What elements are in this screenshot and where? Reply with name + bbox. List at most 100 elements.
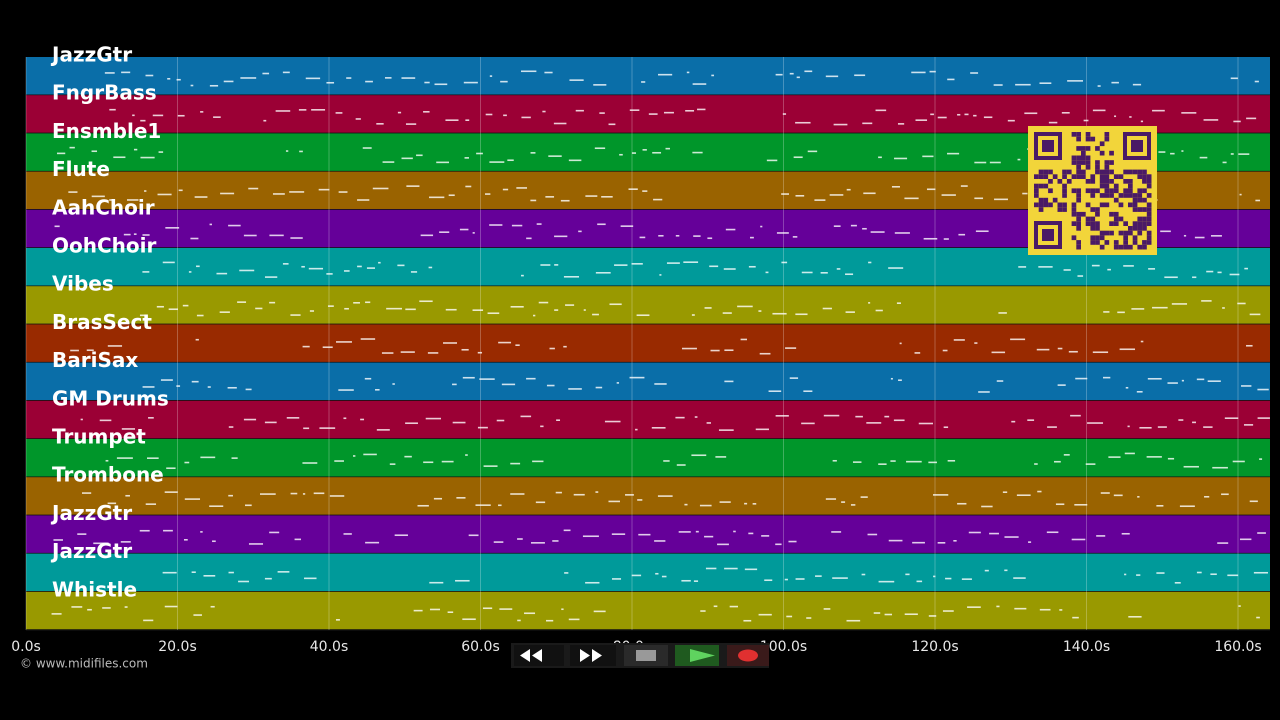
note <box>893 419 905 422</box>
note <box>681 347 697 350</box>
qr-module <box>1123 240 1128 245</box>
note <box>984 569 989 572</box>
qr-module <box>1137 169 1143 175</box>
track-lane <box>26 57 1270 96</box>
note <box>898 379 902 382</box>
qr-module <box>1109 150 1114 156</box>
note <box>758 613 772 616</box>
qr-module <box>1142 188 1147 194</box>
note <box>148 417 154 419</box>
note <box>107 502 117 505</box>
note <box>164 605 178 608</box>
note <box>157 193 172 196</box>
note <box>831 531 842 533</box>
qr-module <box>1104 183 1110 189</box>
qr-module <box>1076 197 1081 203</box>
qr-module <box>1062 207 1067 212</box>
track-lane <box>26 324 1270 363</box>
note <box>585 195 598 197</box>
qr-module <box>1071 155 1077 161</box>
note <box>425 417 441 420</box>
note <box>196 314 204 317</box>
note <box>113 156 126 159</box>
note <box>364 377 372 380</box>
note <box>184 498 201 500</box>
note <box>382 161 395 163</box>
note <box>313 492 325 495</box>
qr-module <box>1090 136 1096 142</box>
note <box>521 274 524 277</box>
note <box>686 71 690 74</box>
record-button[interactable] <box>727 645 769 666</box>
note <box>68 191 78 193</box>
note <box>1092 109 1106 112</box>
note <box>1136 574 1141 576</box>
note <box>238 580 250 583</box>
note <box>1107 268 1111 271</box>
note <box>338 191 348 193</box>
note <box>510 493 525 495</box>
qr-module <box>1076 188 1081 194</box>
note <box>1111 81 1119 84</box>
qr-module <box>1137 216 1143 222</box>
note <box>156 305 164 308</box>
note <box>405 308 416 311</box>
forward-button[interactable] <box>570 645 616 666</box>
note <box>846 188 851 191</box>
note <box>105 459 109 462</box>
rewind-button[interactable] <box>514 645 564 666</box>
qr-module <box>1128 202 1133 208</box>
qr-module <box>1076 132 1081 137</box>
note <box>139 529 150 532</box>
note <box>168 308 178 311</box>
note <box>167 77 171 80</box>
stop-icon <box>636 650 656 661</box>
note <box>1071 538 1086 541</box>
qr-module <box>1146 211 1152 217</box>
note <box>1181 150 1184 152</box>
note <box>1027 419 1035 421</box>
note <box>1157 426 1167 428</box>
note <box>1121 532 1130 535</box>
note <box>1174 582 1181 584</box>
note <box>121 428 136 430</box>
qr-module <box>1090 193 1096 198</box>
note <box>1108 456 1121 458</box>
qr-module <box>1071 202 1077 208</box>
qr-module <box>1109 160 1114 165</box>
qr-module <box>1081 160 1086 165</box>
note <box>700 610 706 612</box>
note <box>947 78 955 81</box>
note <box>1061 112 1070 114</box>
note <box>216 272 228 275</box>
note <box>905 573 910 576</box>
note <box>397 264 405 267</box>
note <box>958 233 966 236</box>
note <box>142 271 150 273</box>
note <box>1063 269 1071 271</box>
note <box>487 312 500 315</box>
note <box>552 540 559 542</box>
stop-button[interactable] <box>624 645 668 666</box>
note <box>565 304 575 306</box>
note <box>748 532 754 535</box>
note <box>890 377 893 380</box>
play-button[interactable] <box>675 645 719 666</box>
note <box>1016 494 1031 497</box>
note <box>190 237 199 240</box>
qr-module <box>1137 188 1143 194</box>
note <box>878 156 882 159</box>
note <box>510 305 524 308</box>
note <box>362 147 372 149</box>
note <box>166 467 176 470</box>
track-lane <box>26 362 1270 401</box>
note <box>692 83 707 85</box>
note <box>850 504 856 506</box>
note <box>792 236 798 238</box>
qr-module <box>1071 174 1077 179</box>
note <box>845 311 855 313</box>
note <box>595 491 599 493</box>
note <box>585 581 600 584</box>
note <box>165 227 180 229</box>
